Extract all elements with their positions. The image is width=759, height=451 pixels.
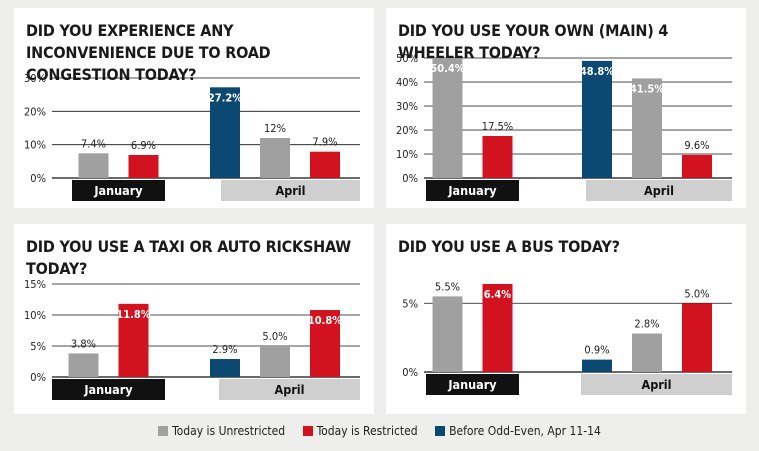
y-tick-label: 30% <box>24 72 46 85</box>
chart-title: DID YOU USE A TAXI OR AUTO RICKSHAW TODA… <box>26 237 351 278</box>
data-label: 41.5% <box>630 82 664 95</box>
bar-unrestricted <box>432 296 463 372</box>
chart-panel-bus: DID YOU USE A BUS TODAY? 0% 5% January Apri… <box>386 224 746 414</box>
data-label: 12% <box>264 122 286 135</box>
data-label: 48.8% <box>580 65 614 78</box>
bar-unrestricted <box>260 346 290 377</box>
y-tick-label: 0% <box>402 172 418 185</box>
chart-title: DID YOU USE A BUS TODAY? <box>398 237 620 256</box>
chart-legend: Today is Unrestricted Today is Restricte… <box>0 424 759 438</box>
data-label: 27.2% <box>208 91 242 104</box>
data-label: 6.9% <box>131 139 156 152</box>
y-tick-label: 0% <box>402 366 418 379</box>
bar-restricted <box>682 154 712 178</box>
x-category-label: April <box>641 377 671 392</box>
bar-restricted <box>482 284 513 372</box>
chart-panel-road-congestion: DID YOU EXPERIENCE ANY INCONVENIENCE DUE… <box>14 8 374 208</box>
x-category-label: April <box>274 382 304 397</box>
bar-before <box>210 359 240 377</box>
category-band-january <box>52 379 165 400</box>
bar-unrestricted <box>632 333 662 372</box>
legend-swatch <box>302 426 313 436</box>
data-label: 11.8% <box>116 308 150 321</box>
y-tick-label: 10% <box>24 309 46 322</box>
x-category-label: January <box>447 183 497 198</box>
category-band-january <box>426 180 519 201</box>
y-tick-label: 10% <box>396 148 418 161</box>
bar-restricted <box>310 151 340 178</box>
bar-unrestricted <box>632 78 662 178</box>
data-label: 17.5% <box>482 120 513 133</box>
bar-before <box>210 87 240 178</box>
data-label: 0.9% <box>584 344 609 357</box>
bar-restricted <box>128 155 159 178</box>
x-category-label: April <box>275 183 305 198</box>
y-tick-label: 40% <box>396 76 418 89</box>
data-label: 5.5% <box>435 280 460 293</box>
legend-label: Before Odd-Even, Apr 11-14 <box>449 424 601 438</box>
chart-title: DID YOU EXPERIENCE ANY INCONVENIENCE DUE… <box>26 21 271 84</box>
bar-unrestricted <box>78 153 109 178</box>
bar-unrestricted <box>432 58 463 178</box>
bar-restricted <box>118 303 149 377</box>
y-tick-label: 20% <box>24 105 46 118</box>
x-category-label: January <box>93 183 143 198</box>
data-label: 6.4% <box>484 288 512 301</box>
bar-restricted <box>682 303 712 372</box>
chart-panel-four-wheeler: DID YOU USE YOUR OWN (MAIN) 4 WHEELER TO… <box>386 8 746 208</box>
data-label: 7.4% <box>81 137 106 150</box>
y-tick-label: 50% <box>396 52 418 65</box>
y-tick-label: 5% <box>402 297 418 310</box>
x-category-label: April <box>644 183 674 198</box>
y-tick-label: 15% <box>24 278 46 291</box>
category-band-april <box>581 374 732 395</box>
legend-item-unrestricted: Today is Unrestricted <box>158 424 285 438</box>
data-label: 2.8% <box>634 318 659 331</box>
y-tick-label: 20% <box>396 124 418 137</box>
chart-bus: 0% 5% January April 5.5% 6.4% 0.9% 2.8% 5.0% <box>402 280 732 395</box>
x-category-label: January <box>447 377 497 392</box>
bar-unrestricted <box>260 138 290 178</box>
legend-swatch <box>158 426 169 436</box>
chart-four-wheeler: 0% 10% 20% 30% 40% 50% January April 50.4% 17.5% 4… <box>396 52 732 201</box>
data-label: 5.0% <box>262 330 287 343</box>
legend-swatch <box>435 426 446 436</box>
y-tick-label: 0% <box>30 371 46 384</box>
data-label: 10.8% <box>308 314 342 327</box>
category-band-january <box>426 374 519 395</box>
data-label: 50.4% <box>430 62 464 75</box>
category-band-april <box>219 379 360 400</box>
data-label: 5.0% <box>684 287 709 300</box>
bar-before <box>582 60 612 178</box>
data-label: 3.8% <box>71 337 96 350</box>
chart-road-congestion: 0% 10% 20% 30% January April 7.4% 6.9% 27.2% 12% 7… <box>24 72 360 201</box>
chart-taxi-auto: 0% 5% 10% 15% January April 3.8% 11.8% 2.9% 5.0% 1… <box>24 278 360 400</box>
x-category-label: January <box>83 382 133 397</box>
y-tick-label: 10% <box>24 139 46 152</box>
legend-item-before: Before Odd-Even, Apr 11-14 <box>435 424 601 438</box>
bar-before <box>582 359 612 372</box>
data-label: 9.6% <box>684 139 709 152</box>
category-band-january <box>72 180 165 201</box>
data-label: 2.9% <box>212 343 237 356</box>
legend-label: Today is Unrestricted <box>172 424 286 438</box>
bar-restricted <box>310 310 340 377</box>
bar-restricted <box>482 136 513 178</box>
chart-panel-taxi-auto: DID YOU USE A TAXI OR AUTO RICKSHAW TODA… <box>14 224 374 414</box>
legend-label: Today is Restricted <box>316 424 418 438</box>
y-tick-label: 5% <box>30 340 46 353</box>
y-tick-label: 0% <box>30 172 46 185</box>
category-band-april <box>221 180 360 201</box>
category-band-april <box>586 180 732 201</box>
y-tick-label: 30% <box>396 100 418 113</box>
data-label: 7.9% <box>312 136 337 149</box>
legend-item-restricted: Today is Restricted <box>302 424 418 438</box>
bar-unrestricted <box>68 353 99 377</box>
chart-title: DID YOU USE YOUR OWN (MAIN) 4 WHEELER TO… <box>398 21 669 62</box>
